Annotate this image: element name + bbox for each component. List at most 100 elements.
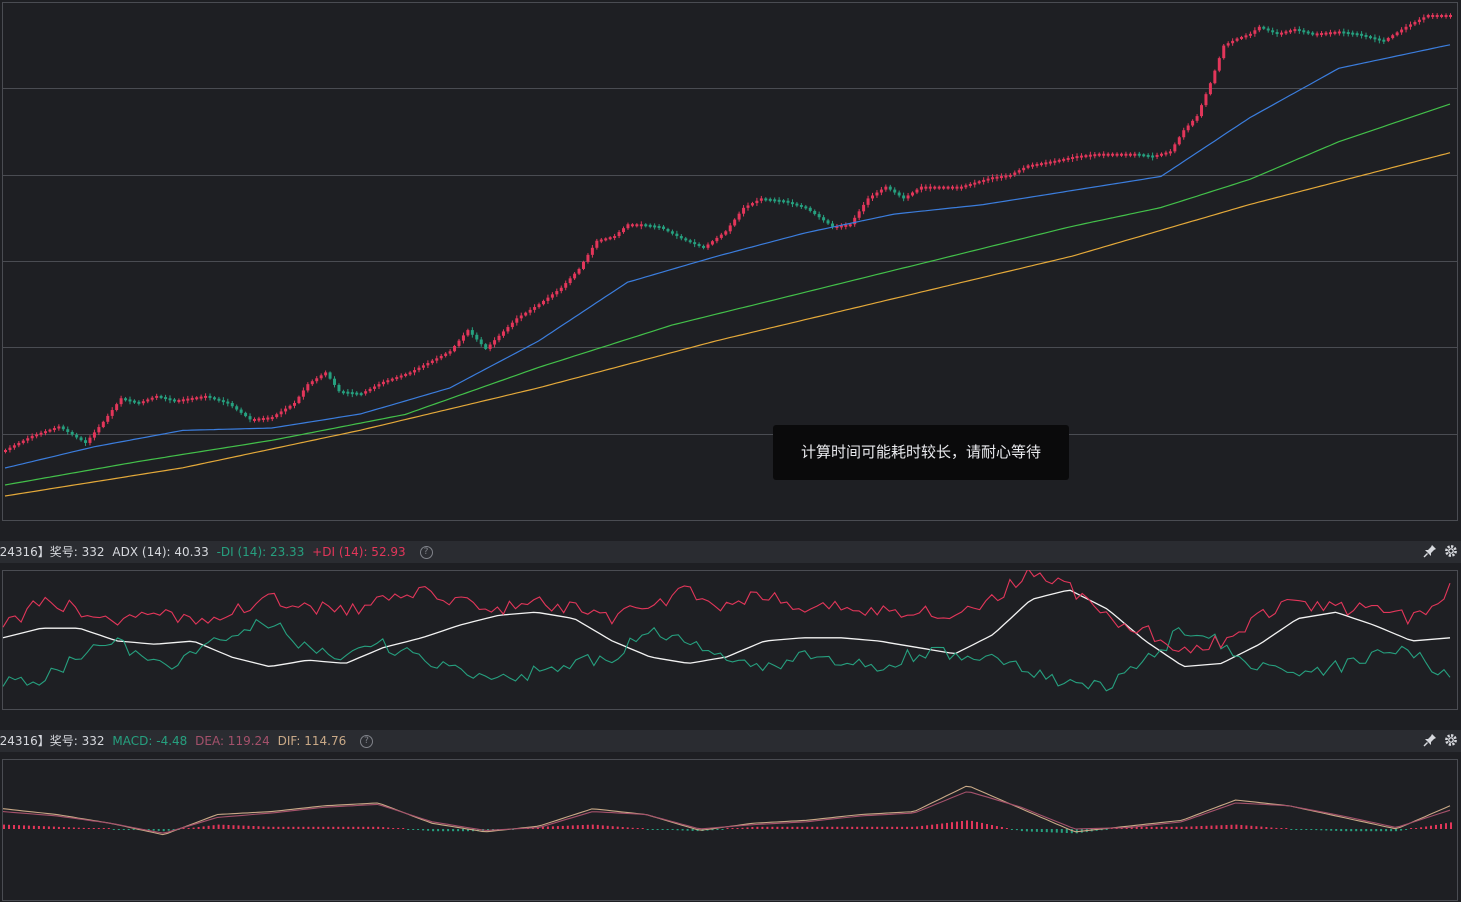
macd-bar bbox=[1310, 829, 1313, 830]
macd-bar bbox=[1325, 829, 1328, 831]
macd-bar bbox=[1185, 826, 1188, 829]
candle bbox=[17, 442, 21, 446]
adx-chart[interactable] bbox=[0, 570, 1461, 710]
candle bbox=[284, 408, 288, 412]
macd-bar bbox=[1280, 828, 1283, 829]
candle bbox=[413, 370, 417, 373]
macd-bar bbox=[427, 829, 430, 831]
candle bbox=[106, 415, 110, 422]
candle bbox=[297, 396, 301, 403]
macd-bar bbox=[1015, 829, 1018, 831]
macd-bar bbox=[217, 824, 220, 829]
candle bbox=[1044, 162, 1048, 165]
candle bbox=[1422, 17, 1426, 20]
adx-chart-panel[interactable] bbox=[0, 570, 1461, 710]
candle bbox=[177, 399, 181, 402]
candle bbox=[1160, 153, 1163, 156]
candle bbox=[768, 198, 772, 201]
macd-bar bbox=[167, 829, 170, 831]
candle bbox=[301, 390, 305, 397]
candle bbox=[995, 176, 999, 179]
candle bbox=[57, 426, 61, 429]
macd-bar bbox=[1195, 826, 1198, 829]
candle bbox=[1417, 19, 1421, 23]
macd-bar bbox=[856, 826, 859, 829]
candle bbox=[706, 244, 710, 248]
question-circle-icon[interactable]: ? bbox=[419, 546, 433, 559]
macd-bar bbox=[1065, 829, 1068, 833]
macd-bar bbox=[871, 826, 874, 829]
candle bbox=[444, 353, 448, 356]
macd-bar bbox=[212, 825, 215, 829]
candle bbox=[1035, 163, 1039, 166]
candle bbox=[1186, 125, 1190, 131]
macd-bar bbox=[347, 826, 350, 829]
candle bbox=[1226, 43, 1230, 46]
macd-chart-panel[interactable] bbox=[0, 759, 1461, 901]
candle bbox=[346, 391, 350, 394]
macd-bar bbox=[831, 826, 834, 829]
candle bbox=[1093, 154, 1097, 157]
candle bbox=[1266, 28, 1270, 31]
candle bbox=[1240, 36, 1244, 39]
macd-bar bbox=[1160, 826, 1163, 829]
candle bbox=[1391, 35, 1395, 39]
macd-bar bbox=[287, 826, 290, 829]
macd-bar bbox=[112, 829, 115, 830]
candle bbox=[919, 186, 923, 190]
candle bbox=[951, 186, 955, 189]
candle bbox=[1204, 94, 1208, 106]
macd-bar bbox=[1330, 829, 1333, 831]
candle bbox=[871, 195, 874, 199]
macd-bar bbox=[182, 828, 185, 829]
candle bbox=[204, 395, 208, 398]
candle bbox=[217, 398, 221, 401]
candle bbox=[1164, 152, 1168, 155]
candle bbox=[577, 268, 581, 274]
dif-value: DIF: 114.76 bbox=[277, 734, 347, 748]
macd-bar bbox=[911, 826, 914, 829]
gear-icon[interactable] bbox=[1444, 544, 1460, 560]
candle bbox=[386, 380, 390, 383]
macd-bar bbox=[132, 829, 135, 830]
candle bbox=[1302, 30, 1306, 33]
candle bbox=[1137, 153, 1141, 156]
candle bbox=[1342, 31, 1346, 34]
pin-icon[interactable] bbox=[1423, 733, 1439, 749]
candle bbox=[1146, 154, 1150, 157]
candle bbox=[648, 224, 652, 227]
candle bbox=[853, 217, 857, 225]
pin-icon[interactable] bbox=[1423, 544, 1439, 560]
macd-bar bbox=[556, 826, 559, 829]
macd-chart[interactable] bbox=[0, 759, 1461, 901]
gear-icon[interactable] bbox=[1444, 733, 1460, 749]
adx-indicator-header: 024316】奖号: 332 ADX (14): 40.33 -DI (14):… bbox=[0, 541, 1461, 563]
candle bbox=[310, 381, 314, 385]
candle bbox=[1297, 29, 1301, 32]
candle bbox=[693, 242, 697, 245]
price-chart[interactable] bbox=[0, 0, 1461, 522]
candle bbox=[168, 398, 172, 401]
candle bbox=[328, 372, 332, 379]
macd-bar bbox=[1300, 829, 1303, 830]
question-circle-icon[interactable]: ? bbox=[360, 735, 374, 748]
candle bbox=[662, 226, 666, 229]
candle bbox=[199, 396, 203, 399]
candle bbox=[897, 192, 901, 196]
macd-bar bbox=[3, 824, 5, 829]
candle bbox=[875, 192, 879, 196]
macd-bar bbox=[1285, 828, 1288, 829]
price-chart-panel[interactable] bbox=[0, 0, 1461, 522]
macd-bar bbox=[227, 825, 230, 829]
macd-bar bbox=[1200, 826, 1203, 829]
macd-bar bbox=[686, 829, 689, 831]
macd-bar bbox=[1000, 827, 1003, 829]
macd-bar bbox=[432, 829, 435, 832]
candle bbox=[1075, 156, 1079, 159]
macd-bar bbox=[18, 825, 20, 829]
macd-bar bbox=[666, 829, 669, 830]
macd-bar bbox=[307, 826, 310, 829]
macd-bar bbox=[1130, 826, 1133, 829]
macd-bar bbox=[946, 822, 948, 829]
candle bbox=[773, 199, 777, 202]
